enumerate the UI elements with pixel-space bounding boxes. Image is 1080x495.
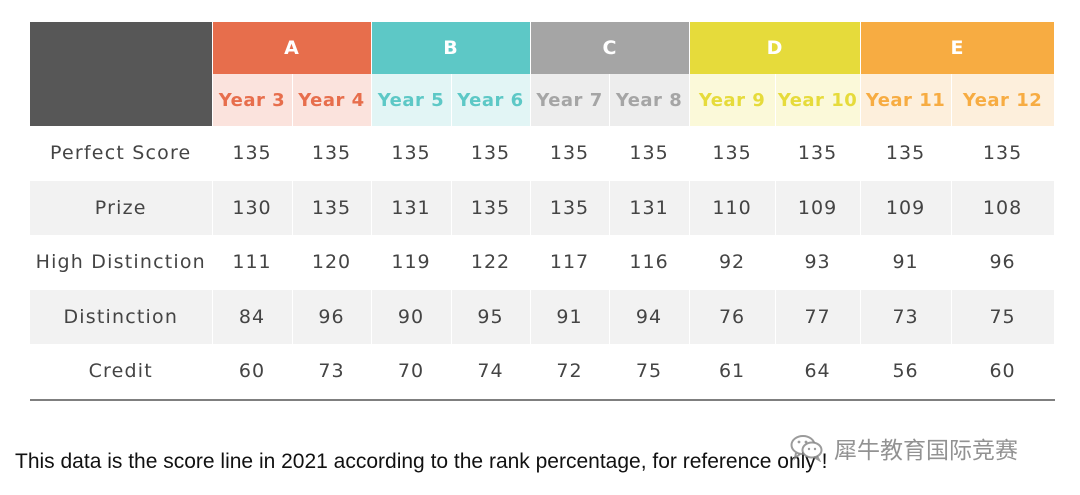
table-row-distinction: Distinction 84 96 90 95 91 94 76 77 73 7… [30,289,1055,344]
table-cell: 75 [609,344,690,401]
row-label: Perfect Score [30,126,213,181]
reference-note: This data is the score line in 2021 acco… [15,450,828,473]
table-cell: 131 [371,180,452,235]
table-cell: 109 [775,180,861,235]
table-cell: 91 [860,235,952,290]
watermark-text: 犀牛教育国际竞赛 [834,438,1018,464]
table-cell: 108 [951,180,1055,235]
table-cell: 56 [860,344,952,401]
group-header-e: E [860,22,1055,74]
table-cell: 116 [609,235,690,290]
table-cell: 135 [951,126,1055,181]
year-header: Year 12 [951,74,1055,126]
group-header-b: B [371,22,531,74]
table-cell: 76 [689,289,776,344]
table-cell: 74 [451,344,531,401]
table-cell: 135 [292,180,372,235]
year-header: Year 8 [609,74,690,126]
table-cell: 60 [212,344,293,401]
table-cell: 60 [951,344,1055,401]
table-cell: 111 [212,235,293,290]
table-row-high-distinction: High Distinction 111 120 119 122 117 116… [30,235,1055,290]
watermark: 犀牛教育国际竞赛 [790,431,1018,465]
table-cell: 131 [609,180,690,235]
row-label: Credit [30,344,213,401]
table-cell: 135 [451,180,531,235]
table-cell: 92 [689,235,776,290]
year-header: Year 7 [530,74,610,126]
table-cell: 135 [212,126,293,181]
table-cell: 122 [451,235,531,290]
year-header: Year 4 [292,74,372,126]
table-cell: 135 [451,126,531,181]
table-cell: 135 [775,126,861,181]
year-header: Year 3 [212,74,293,126]
table-cell: 73 [860,289,952,344]
table-cell: 84 [212,289,293,344]
table-cell: 135 [689,126,776,181]
row-label: Prize [30,180,213,235]
table-cell: 109 [860,180,952,235]
table-cell: 135 [530,126,610,181]
table-cell: 120 [292,235,372,290]
table-cell: 135 [860,126,952,181]
table-cell: 96 [292,289,372,344]
year-header: Year 11 [860,74,952,126]
year-header: Year 5 [371,74,452,126]
year-header: Year 6 [451,74,531,126]
table-cell: 96 [951,235,1055,290]
table-row-perfect-score: Perfect Score 135 135 135 135 135 135 13… [30,126,1055,181]
row-label: High Distinction [30,235,213,290]
score-table: A B C D E Year 3 Year 4 Year 5 Year 6 Ye… [30,22,1055,401]
table-cell: 91 [530,289,610,344]
table-cell: 70 [371,344,452,401]
table-cell: 117 [530,235,610,290]
table-cell: 72 [530,344,610,401]
table-cell: 90 [371,289,452,344]
table-cell: 64 [775,344,861,401]
table-cell: 135 [292,126,372,181]
table-row-prize: Prize 130 135 131 135 135 131 110 109 10… [30,180,1055,235]
table-cell: 75 [951,289,1055,344]
group-header-a: A [212,22,372,74]
table-cell: 130 [212,180,293,235]
table-cell: 95 [451,289,531,344]
table-cell: 73 [292,344,372,401]
wechat-icon [790,434,824,462]
table-corner [30,22,213,126]
group-header-d: D [689,22,861,74]
group-header-c: C [530,22,690,74]
table-cell: 135 [530,180,610,235]
table-cell: 135 [609,126,690,181]
year-header: Year 10 [775,74,861,126]
table-cell: 135 [371,126,452,181]
table-cell: 110 [689,180,776,235]
table-cell: 77 [775,289,861,344]
year-header: Year 9 [689,74,776,126]
table-cell: 119 [371,235,452,290]
row-label: Distinction [30,289,213,344]
table-cell: 61 [689,344,776,401]
table-cell: 94 [609,289,690,344]
table-row-credit: Credit 60 73 70 74 72 75 61 64 56 60 [30,344,1055,401]
table-cell: 93 [775,235,861,290]
